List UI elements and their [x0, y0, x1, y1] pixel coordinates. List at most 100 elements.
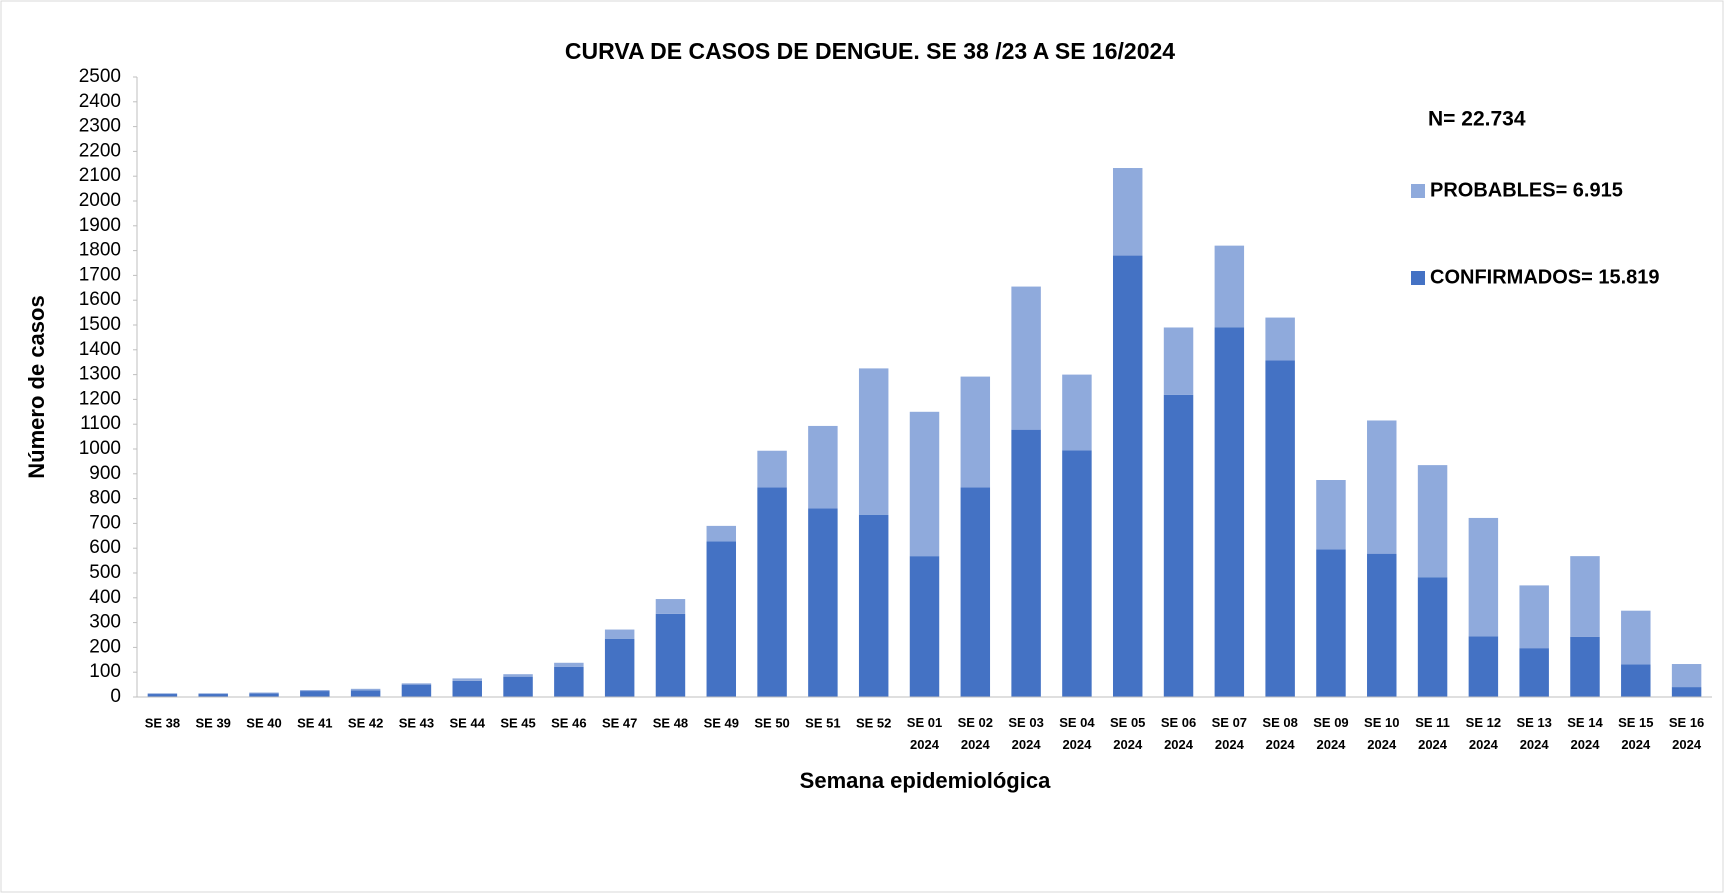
x-tick-label: SE 44: [450, 715, 486, 730]
x-tick-label: SE 06 2024: [1161, 715, 1196, 752]
y-tick-label: 700: [89, 512, 121, 533]
y-tick-label: 2000: [79, 190, 121, 211]
y-tick-label: 2200: [79, 140, 121, 161]
bar-segment: [350, 690, 381, 697]
x-tick-label: SE 50: [754, 715, 789, 730]
bar-segment: [401, 684, 432, 697]
bar-segment: [858, 368, 889, 515]
bar-segment: [1417, 465, 1448, 578]
bar-segment: [1367, 420, 1397, 554]
x-tick-label: SE 15 2024: [1618, 715, 1653, 752]
y-tick-label: 600: [89, 537, 121, 558]
x-tick-label: SE 45: [500, 715, 535, 730]
bar-segment: [1367, 553, 1397, 697]
x-tick-label: SE 51: [805, 715, 840, 730]
legend-label: CONFIRMADOS= 15.819: [1430, 266, 1660, 288]
y-tick-label: 300: [89, 612, 121, 633]
bar-segment: [554, 662, 584, 667]
bar-segment: [147, 694, 178, 697]
bar-segment: [655, 599, 686, 614]
legend-swatch: [1411, 271, 1425, 285]
bar-segment: [706, 541, 737, 697]
y-tick-label: 400: [89, 587, 121, 608]
x-tick-label: SE 38: [145, 715, 180, 730]
x-tick-label: SE 11 2024: [1415, 715, 1450, 752]
bar-segment: [909, 411, 940, 557]
x-tick-label: SE 05 2024: [1110, 715, 1145, 752]
x-tick-label: SE 49: [704, 715, 739, 730]
x-tick-label: SE 03 2024: [1008, 715, 1043, 752]
y-tick-label: 1800: [79, 240, 121, 261]
bar-segment: [1468, 636, 1499, 697]
bar-segment: [198, 694, 228, 697]
y-tick-label: 2100: [79, 165, 121, 186]
bar-segment: [452, 680, 482, 697]
x-tick-label: SE 40: [246, 715, 281, 730]
bar-segment: [300, 690, 330, 692]
bar-segment: [1214, 245, 1245, 328]
x-tick-label: SE 07 2024: [1212, 715, 1247, 752]
bar-segment: [1316, 549, 1346, 697]
x-tick-label: SE 48: [653, 715, 688, 730]
bar-segment: [1671, 687, 1702, 697]
y-tick-label: 1000: [79, 438, 121, 459]
y-tick-label: 900: [89, 463, 121, 484]
bar-segment: [554, 666, 584, 697]
bar-segment: [858, 514, 889, 697]
x-tick-label: SE 42: [348, 715, 383, 730]
x-tick-label: SE 09 2024: [1313, 715, 1348, 752]
bar-segment: [1316, 480, 1346, 550]
x-tick-label: SE 16 2024: [1669, 715, 1704, 752]
bar-segment: [1011, 286, 1041, 430]
bar-segment: [1468, 517, 1499, 637]
bar-segment: [1417, 577, 1448, 697]
bar-segment: [808, 425, 838, 509]
bar-segment: [1570, 556, 1600, 637]
y-tick-label: 1400: [79, 339, 121, 360]
bar-segment: [1112, 168, 1143, 256]
bar-segment: [808, 508, 838, 697]
bar-segment: [249, 692, 279, 694]
x-tick-label: SE 43: [399, 715, 434, 730]
bar-segment: [249, 693, 279, 697]
bar-segment: [1621, 610, 1651, 665]
y-tick-label: 1100: [80, 413, 121, 434]
y-tick-label: 1700: [79, 264, 121, 285]
y-tick-label: 800: [89, 488, 121, 509]
x-tick-label: SE 08 2024: [1262, 715, 1297, 752]
y-axis-title: Número de casos: [24, 295, 49, 478]
y-tick-label: 1300: [79, 364, 121, 385]
bar-segment: [1112, 255, 1143, 697]
bar-segment: [1163, 327, 1194, 395]
bar-segment: [1265, 317, 1295, 361]
bar-segment: [198, 693, 228, 695]
y-tick-label: 0: [110, 686, 121, 707]
bar-segment: [1570, 636, 1600, 697]
bar-segment: [1062, 450, 1092, 697]
y-tick-label: 500: [89, 562, 121, 583]
x-tick-label: SE 41: [297, 715, 332, 730]
bar-segment: [503, 676, 533, 697]
bar-segment: [604, 638, 635, 697]
bar-segment: [1519, 585, 1549, 649]
y-tick-label: 100: [89, 661, 121, 682]
bar-segment: [452, 678, 482, 681]
bar-segment: [1671, 664, 1702, 688]
y-tick-label: 1500: [79, 314, 121, 335]
bar-segment: [147, 693, 178, 695]
y-tick-label: 200: [89, 636, 121, 657]
x-tick-label: SE 13 2024: [1516, 715, 1551, 752]
y-tick-label: 2400: [79, 91, 121, 112]
bar-segment: [1621, 664, 1651, 697]
x-tick-label: SE 47: [602, 715, 637, 730]
x-tick-label: SE 39: [195, 715, 230, 730]
chart-title: CURVA DE CASOS DE DENGUE. SE 38 /23 A SE…: [565, 38, 1175, 64]
bar-segment: [1519, 648, 1549, 697]
bar-segment: [503, 674, 533, 677]
bar-segment: [960, 487, 991, 697]
bar-segment: [1265, 360, 1295, 697]
bar-segment: [655, 613, 686, 697]
y-tick-label: 2300: [79, 116, 121, 137]
bar-segment: [757, 487, 787, 697]
